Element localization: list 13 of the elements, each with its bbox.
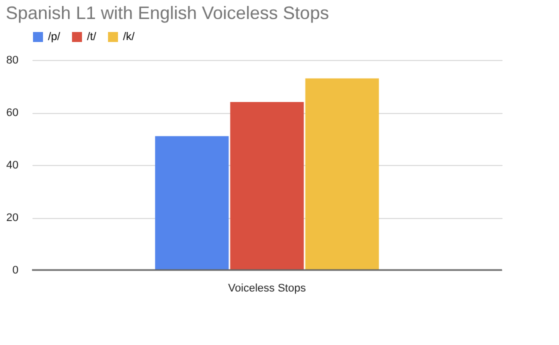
legend-label: /k/ <box>123 31 136 43</box>
chart-title: Spanish L1 with English Voiceless Stops <box>6 3 329 23</box>
y-tick-label: 0 <box>12 264 18 276</box>
y-tick-label: 60 <box>6 107 18 119</box>
y-tick-label: 40 <box>6 160 18 172</box>
bar <box>230 102 304 270</box>
bar <box>155 136 229 270</box>
x-tick-label: Voiceless Stops <box>228 282 306 294</box>
legend-label: /p/ <box>48 31 62 43</box>
bar <box>305 78 379 270</box>
y-tick-label: 20 <box>6 212 18 224</box>
legend-label: /t/ <box>87 31 98 43</box>
y-tick-label: 80 <box>6 54 18 66</box>
